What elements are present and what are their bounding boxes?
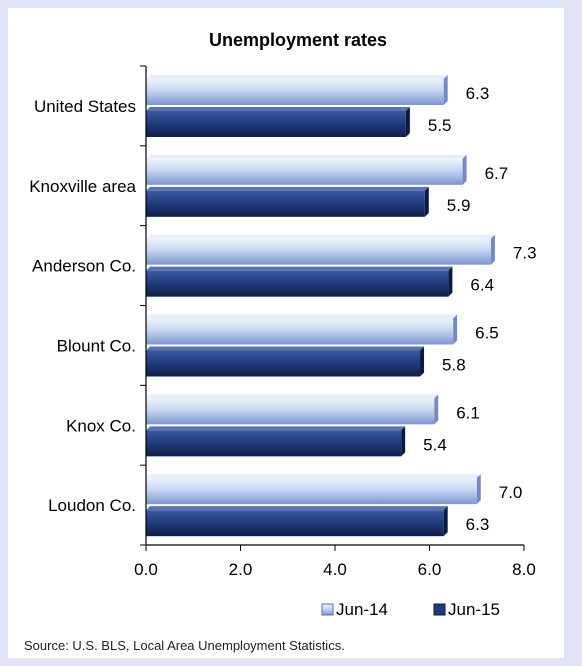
bar-jun-14: [146, 79, 444, 105]
bar-end-face: [453, 314, 458, 345]
source-note: Source: U.S. BLS, Local Area Unemploymen…: [24, 638, 345, 653]
legend-swatch: [321, 603, 334, 616]
data-label: 5.9: [447, 196, 471, 215]
bar-top-face: [146, 234, 495, 239]
bar-end-face: [420, 346, 425, 377]
data-label: 5.8: [442, 356, 466, 375]
bar-end-face: [401, 426, 406, 457]
bar-group: 7.0 6.3 Loudon Co.: [48, 474, 523, 537]
legend-label: Jun-14: [336, 600, 388, 619]
legend-label: Jun-15: [448, 600, 500, 619]
x-tick-label: 6.0: [418, 560, 442, 579]
data-label: 6.4: [470, 276, 494, 295]
bar-jun-14: [146, 398, 435, 425]
bar-end-face: [448, 266, 453, 297]
category-label: Blount Co.: [57, 336, 136, 355]
bar-jun-15: [146, 111, 406, 137]
bar-jun-14: [146, 158, 463, 185]
data-label: 6.1: [456, 403, 480, 422]
bar-end-face: [462, 154, 467, 185]
bar-top-face: [146, 266, 453, 271]
bar-jun-14: [146, 318, 454, 345]
bar-top-face: [146, 474, 481, 479]
x-tick-label: 2.0: [229, 560, 253, 579]
data-label: 6.3: [466, 515, 490, 534]
data-label: 7.3: [513, 244, 537, 263]
bar-group: 6.5 5.8 Blount Co.: [57, 314, 499, 377]
bar-jun-15: [146, 510, 444, 537]
bar-jun-15: [146, 270, 449, 297]
category-label: Loudon Co.: [48, 496, 136, 515]
bar-group: 6.1 5.4 Knox Co.: [66, 394, 480, 457]
x-tick-label: 8.0: [512, 560, 536, 579]
bar-jun-15: [146, 190, 425, 217]
bar-jun-15: [146, 350, 421, 377]
category-label: Knoxville area: [29, 177, 136, 196]
bar-end-face: [443, 506, 448, 537]
data-label: 6.7: [485, 164, 509, 183]
bar-end-face: [434, 394, 439, 425]
chart-panel: Unemployment rates 6.3 5.5 United States 6.…: [8, 8, 564, 658]
bar-top-face: [146, 186, 429, 191]
bar-group: 7.3 6.4 Anderson Co.: [32, 234, 537, 297]
bar-top-face: [146, 154, 467, 159]
bar-top-face: [146, 107, 410, 111]
legend: Jun-14 Jun-15: [321, 600, 500, 619]
bar-top-face: [146, 426, 406, 431]
data-label: 6.5: [475, 324, 499, 343]
bar-top-face: [146, 346, 425, 351]
bar-jun-14: [146, 478, 477, 505]
bar-group: 6.3 5.5 United States: [34, 75, 489, 137]
bar-end-face: [405, 107, 410, 137]
legend-swatch: [433, 603, 446, 616]
category-label: Knox Co.: [66, 416, 136, 435]
bar-group: 6.7 5.9 Knoxville area: [29, 154, 509, 217]
bar-end-face: [424, 186, 429, 217]
x-tick-label: 0.0: [134, 560, 158, 579]
data-label: 5.4: [423, 435, 447, 454]
bar-jun-15: [146, 430, 402, 457]
bar-end-face: [490, 234, 495, 265]
bar-top-face: [146, 75, 448, 79]
bar-jun-14: [146, 238, 491, 265]
bar-top-face: [146, 506, 448, 511]
bar-top-face: [146, 394, 439, 399]
data-label: 5.5: [428, 116, 452, 135]
chart-title: Unemployment rates: [209, 30, 387, 50]
data-label: 6.3: [466, 84, 490, 103]
data-label: 7.0: [499, 483, 523, 502]
category-label: United States: [34, 97, 136, 116]
x-tick-label: 4.0: [323, 560, 347, 579]
bar-top-face: [146, 314, 458, 319]
bar-end-face: [443, 75, 448, 105]
bar-end-face: [476, 474, 481, 505]
category-label: Anderson Co.: [32, 257, 136, 276]
plot-area: 6.3 5.5 United States 6.7 5.9 Knoxville area 7…: [29, 65, 537, 579]
